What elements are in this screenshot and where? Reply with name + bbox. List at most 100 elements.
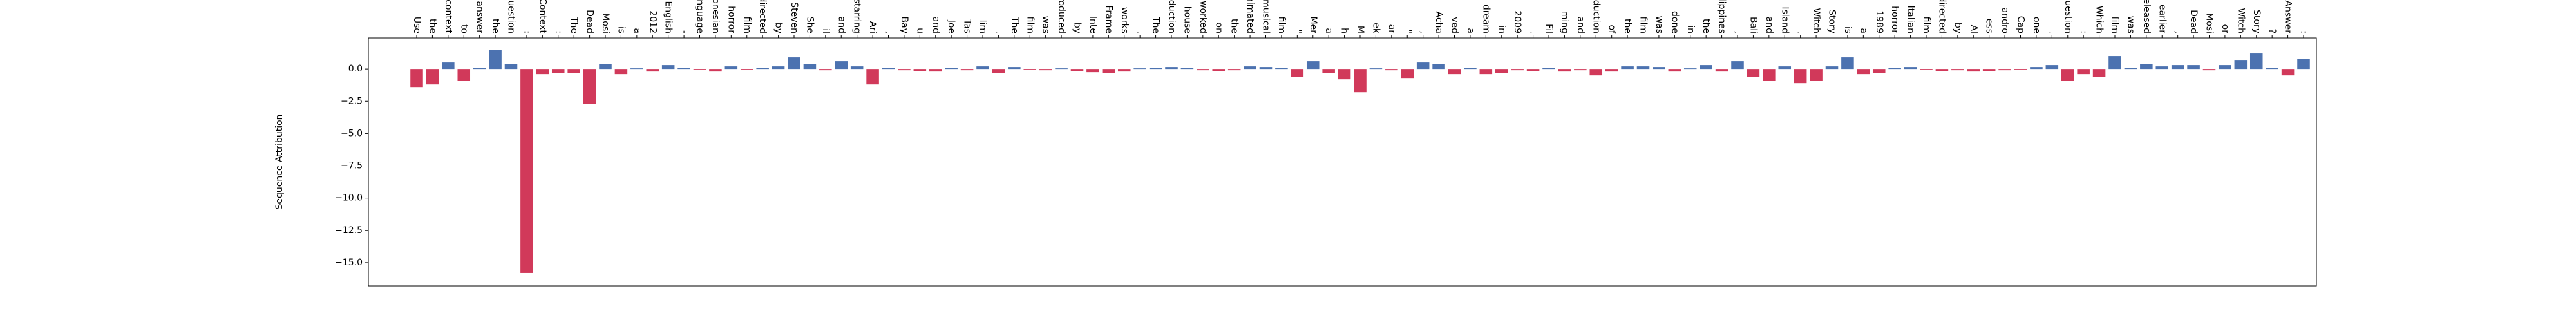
bar bbox=[1322, 69, 1335, 73]
x-tick-label: question bbox=[506, 0, 516, 33]
bar bbox=[457, 69, 471, 81]
bar bbox=[1511, 69, 1524, 71]
x-tick-label: Context bbox=[537, 0, 547, 33]
x-tick-label: horror bbox=[1889, 6, 1900, 33]
bar bbox=[2140, 64, 2153, 70]
bar bbox=[1023, 69, 1037, 70]
bar bbox=[913, 69, 927, 71]
x-tick-label: works bbox=[1119, 7, 1130, 33]
bar bbox=[1165, 67, 1178, 70]
bar bbox=[661, 65, 675, 70]
bar bbox=[1338, 69, 1351, 80]
bar bbox=[2219, 65, 2231, 70]
bar bbox=[693, 69, 706, 70]
x-tick-label: . bbox=[1528, 31, 1539, 33]
x-tick-label: Inte bbox=[1088, 16, 1098, 33]
bar bbox=[803, 64, 817, 70]
bar bbox=[1589, 69, 1603, 76]
bar bbox=[2297, 59, 2310, 70]
x-tick-label: in bbox=[1685, 25, 1696, 33]
y-tick-label: −2.5 bbox=[341, 96, 363, 106]
x-tick-label: h bbox=[1340, 28, 1350, 33]
x-tick-label: " bbox=[1402, 30, 1412, 33]
bar bbox=[2249, 53, 2263, 70]
x-tick-label: by bbox=[1953, 23, 1963, 33]
x-tick-label: Witch bbox=[2235, 8, 2246, 33]
x-tick-label: Island bbox=[1779, 6, 1790, 33]
bar bbox=[1086, 69, 1099, 73]
x-tick-label: ? bbox=[2267, 29, 2277, 33]
x-tick-label: horror bbox=[726, 6, 736, 33]
x-tick-label: Dead bbox=[2188, 10, 2199, 33]
x-tick-label: answer bbox=[475, 1, 485, 33]
x-tick-label: Use bbox=[412, 17, 422, 33]
bar bbox=[882, 68, 895, 70]
bar bbox=[1731, 61, 1744, 70]
x-tick-label: released bbox=[2141, 0, 2152, 33]
x-tick-label: Steven bbox=[789, 2, 799, 33]
x-tick-label: the bbox=[1622, 19, 1633, 33]
bar bbox=[536, 69, 549, 75]
bar bbox=[1479, 69, 1493, 75]
bar bbox=[1920, 69, 1933, 70]
bar bbox=[1636, 66, 1650, 70]
bar bbox=[2281, 69, 2295, 76]
bar bbox=[551, 69, 565, 73]
bar bbox=[1857, 69, 1870, 75]
x-tick-label: Mosi bbox=[2204, 13, 2215, 33]
bar bbox=[1810, 69, 1823, 81]
x-tick-label: house bbox=[1182, 6, 1192, 33]
x-tick-label: film bbox=[1638, 17, 1649, 33]
bar bbox=[1149, 68, 1162, 70]
bar bbox=[1039, 69, 1052, 71]
x-tick-label: . bbox=[2047, 31, 2057, 33]
bar bbox=[1982, 69, 1996, 71]
x-tick-label: a bbox=[632, 28, 642, 33]
x-tick-label: by bbox=[1072, 23, 1083, 33]
bar bbox=[1683, 68, 1697, 70]
x-tick-label: , bbox=[1732, 31, 1743, 33]
bar bbox=[866, 69, 879, 85]
x-tick-label: . bbox=[1795, 31, 1806, 33]
bar bbox=[1747, 69, 1760, 77]
plot-frame bbox=[368, 37, 2317, 287]
bar bbox=[1464, 68, 1477, 70]
x-tick-label: of bbox=[1607, 25, 1617, 35]
bar bbox=[976, 66, 989, 70]
bar bbox=[504, 64, 518, 70]
bar bbox=[1951, 69, 1964, 71]
x-tick-label: production bbox=[1591, 0, 1601, 33]
bar bbox=[1291, 69, 1304, 77]
x-tick-label: produced bbox=[1056, 0, 1066, 33]
x-tick-label: film bbox=[1276, 17, 1287, 33]
bar bbox=[1180, 68, 1194, 70]
bar bbox=[1259, 67, 1273, 70]
bar bbox=[1008, 67, 1021, 70]
bar bbox=[1495, 69, 1508, 73]
x-tick-label: ming bbox=[1559, 11, 1569, 33]
x-tick-label: ved bbox=[1450, 17, 1460, 33]
x-tick-label: earlier bbox=[2157, 5, 2167, 33]
x-tick-label: : bbox=[553, 30, 564, 33]
x-tick-label: animated bbox=[1245, 0, 1255, 33]
x-tick-label: Ari bbox=[867, 21, 878, 33]
bar bbox=[1621, 66, 1634, 70]
x-tick-label: and bbox=[931, 17, 941, 33]
bar bbox=[2061, 69, 2074, 81]
x-tick-label: She bbox=[804, 17, 815, 33]
bar bbox=[2108, 56, 2121, 70]
bar bbox=[709, 69, 722, 72]
bar bbox=[1542, 68, 1555, 70]
x-tick-label: a bbox=[1465, 28, 1475, 33]
bar bbox=[898, 69, 911, 71]
x-tick-label: Witch bbox=[1811, 8, 1821, 33]
x-tick-label: the bbox=[490, 19, 500, 33]
x-tick-label: a bbox=[1858, 28, 1868, 33]
x-tick-label: language bbox=[695, 0, 705, 33]
x-tick-label: film bbox=[2110, 17, 2120, 33]
x-tick-label: the bbox=[427, 19, 437, 33]
x-tick-label: Dead bbox=[585, 10, 595, 33]
bar bbox=[1227, 69, 1241, 71]
x-tick-label: Bay bbox=[899, 17, 909, 33]
x-tick-label: Which bbox=[2094, 6, 2105, 33]
